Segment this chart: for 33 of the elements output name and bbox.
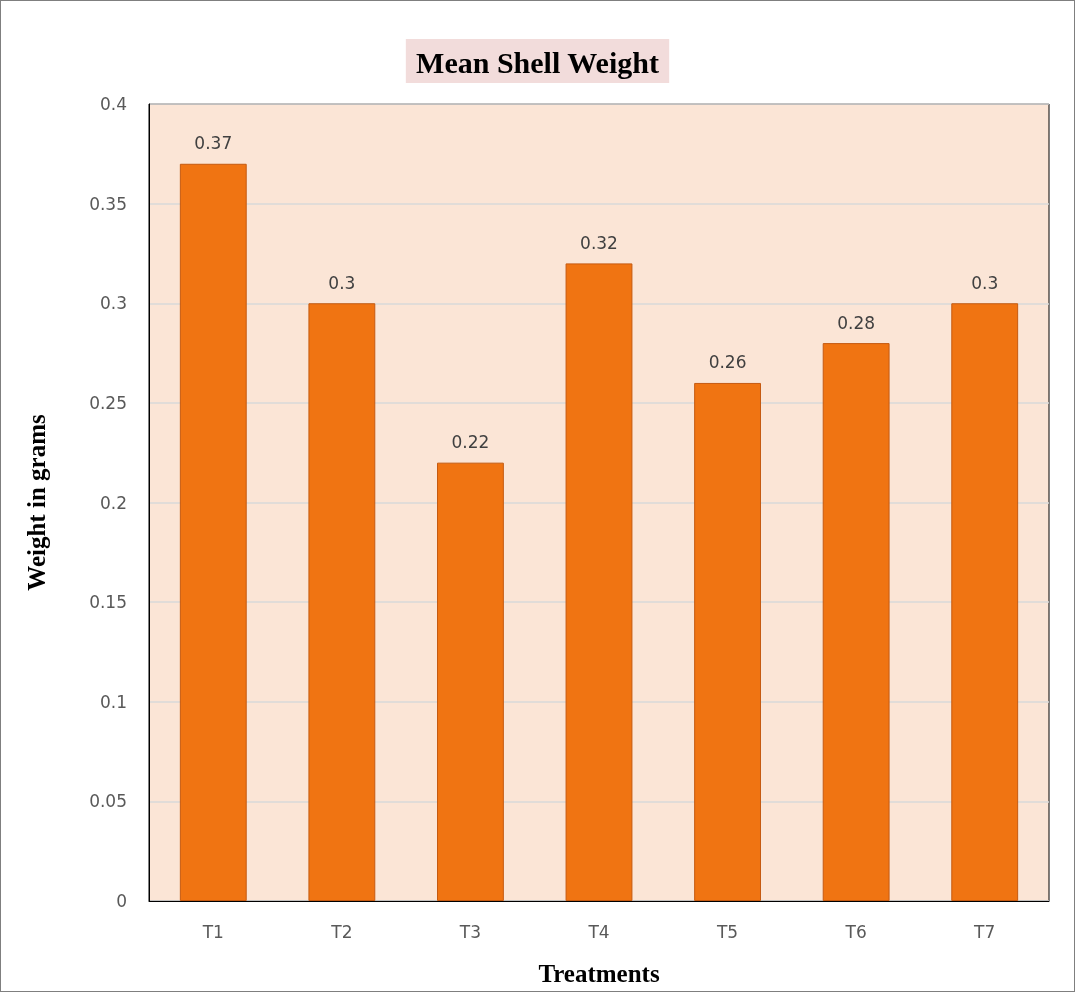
y-tick-label: 0.4 <box>99 94 127 114</box>
y-tick-label: 0.3 <box>99 293 127 314</box>
bar <box>179 163 247 901</box>
data-label: 0.3 <box>971 272 999 293</box>
bar <box>437 462 504 901</box>
x-axis-title: Treatments <box>538 960 660 987</box>
bar <box>822 343 890 901</box>
y-tick-label: 0.05 <box>89 791 127 812</box>
y-tick-label: 0.25 <box>89 392 127 413</box>
x-tick-label: T7 <box>973 921 996 942</box>
data-label: 0.3 <box>328 272 356 293</box>
x-tick-label: T5 <box>715 921 739 942</box>
data-label: 0.32 <box>580 232 618 253</box>
data-label: 0.37 <box>194 133 233 154</box>
data-label: 0.28 <box>837 312 876 333</box>
y-tick-label: 0.1 <box>99 691 127 712</box>
y-tick-label: 0.2 <box>99 492 127 513</box>
y-tick-label: 0 <box>116 891 127 911</box>
bar <box>694 382 761 901</box>
y-axis-title: Weight in grams <box>23 414 50 591</box>
bar <box>308 303 376 901</box>
data-label: 0.22 <box>451 432 490 453</box>
x-tick-label: T6 <box>844 921 867 942</box>
chart-title: Mean Shell Weight <box>416 45 659 79</box>
x-tick-label: T1 <box>201 921 224 942</box>
bar <box>565 263 633 901</box>
x-tick-label: T4 <box>587 921 610 942</box>
y-tick-label: 0.15 <box>89 592 127 613</box>
data-label: 0.26 <box>708 352 747 373</box>
x-tick-label: T3 <box>458 921 482 942</box>
bar <box>951 303 1019 901</box>
y-tick-label: 0.35 <box>89 193 127 214</box>
x-tick-label: T2 <box>330 921 353 942</box>
